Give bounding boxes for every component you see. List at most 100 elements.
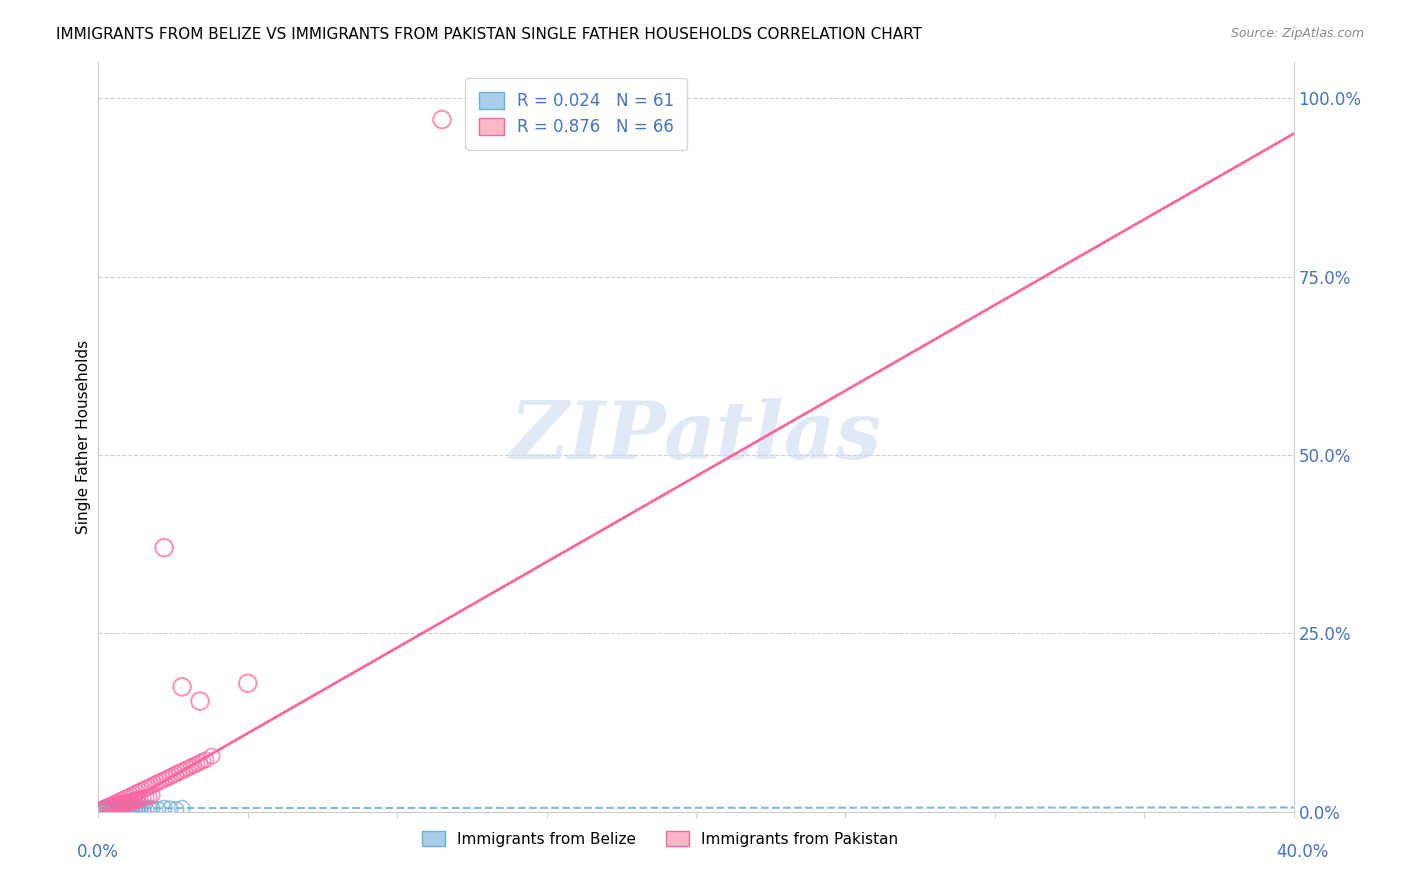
- Point: [105, 801, 128, 815]
- Point: [93, 803, 115, 817]
- Point: [117, 803, 139, 817]
- Point: [96, 799, 118, 814]
- Text: ZIPatlas: ZIPatlas: [510, 399, 882, 475]
- Point: [156, 771, 179, 785]
- Point: [103, 799, 125, 814]
- Point: [114, 796, 136, 810]
- Point: [127, 803, 149, 817]
- Point: [138, 780, 160, 794]
- Point: [153, 541, 176, 555]
- Point: [114, 800, 136, 814]
- Point: [114, 802, 136, 816]
- Point: [103, 800, 125, 814]
- Point: [105, 801, 128, 815]
- Point: [114, 803, 136, 817]
- Point: [141, 778, 163, 792]
- Point: [117, 796, 139, 810]
- Point: [98, 801, 122, 815]
- Point: [105, 799, 128, 814]
- Point: [108, 802, 131, 816]
- Point: [148, 775, 170, 789]
- Point: [124, 795, 146, 809]
- Point: [117, 795, 139, 809]
- Point: [165, 803, 187, 817]
- Point: [127, 785, 149, 799]
- Text: IMMIGRANTS FROM BELIZE VS IMMIGRANTS FROM PAKISTAN SINGLE FATHER HOUSEHOLDS CORR: IMMIGRANTS FROM BELIZE VS IMMIGRANTS FRO…: [56, 27, 922, 42]
- Point: [96, 803, 118, 817]
- Point: [165, 767, 187, 781]
- Point: [159, 802, 181, 816]
- Point: [103, 800, 125, 814]
- Point: [93, 802, 115, 816]
- Point: [96, 801, 118, 815]
- Point: [103, 798, 125, 813]
- Point: [103, 803, 125, 817]
- Point: [111, 803, 134, 817]
- Point: [98, 802, 122, 816]
- Point: [186, 756, 208, 771]
- Point: [138, 801, 160, 815]
- Point: [124, 793, 146, 807]
- Point: [120, 789, 142, 803]
- Point: [120, 802, 142, 816]
- Point: [124, 801, 146, 815]
- Point: [127, 801, 149, 815]
- Point: [135, 803, 157, 817]
- Point: [98, 798, 122, 813]
- Point: [103, 802, 125, 816]
- Point: [124, 802, 146, 816]
- Point: [98, 802, 122, 816]
- Point: [172, 764, 194, 778]
- Point: [135, 790, 157, 805]
- Point: [108, 797, 131, 811]
- Point: [120, 801, 142, 815]
- Point: [141, 789, 163, 803]
- Point: [105, 797, 128, 812]
- Point: [103, 802, 125, 816]
- Point: [103, 797, 125, 811]
- Point: [129, 792, 152, 806]
- Point: [153, 801, 176, 815]
- Point: [236, 676, 259, 690]
- Point: [93, 801, 115, 815]
- Point: [120, 802, 142, 816]
- Point: [96, 800, 118, 814]
- Point: [96, 799, 118, 814]
- Point: [111, 796, 134, 810]
- Point: [117, 802, 139, 816]
- Point: [124, 787, 146, 801]
- Point: [167, 765, 190, 780]
- Point: [93, 802, 115, 816]
- Point: [132, 802, 155, 816]
- Point: [150, 774, 173, 789]
- Point: [120, 794, 142, 808]
- Point: [105, 796, 128, 810]
- Point: [143, 777, 166, 791]
- Point: [183, 758, 205, 772]
- Point: [98, 803, 122, 817]
- Point: [98, 803, 122, 817]
- Point: [114, 802, 136, 816]
- Point: [111, 803, 134, 817]
- Text: 0.0%: 0.0%: [77, 843, 120, 861]
- Point: [135, 781, 157, 796]
- Point: [201, 749, 224, 764]
- Point: [174, 763, 197, 777]
- Point: [108, 794, 131, 808]
- Point: [111, 801, 134, 815]
- Point: [117, 803, 139, 817]
- Point: [191, 754, 214, 768]
- Point: [96, 800, 118, 814]
- Point: [117, 801, 139, 815]
- Point: [162, 768, 184, 782]
- Point: [98, 800, 122, 814]
- Point: [108, 802, 131, 816]
- Point: [114, 797, 136, 811]
- Point: [108, 803, 131, 817]
- Point: [153, 772, 176, 787]
- Point: [111, 801, 134, 815]
- Point: [180, 760, 202, 774]
- Text: 40.0%: 40.0%: [1277, 843, 1329, 861]
- Point: [188, 756, 211, 770]
- Point: [93, 801, 115, 815]
